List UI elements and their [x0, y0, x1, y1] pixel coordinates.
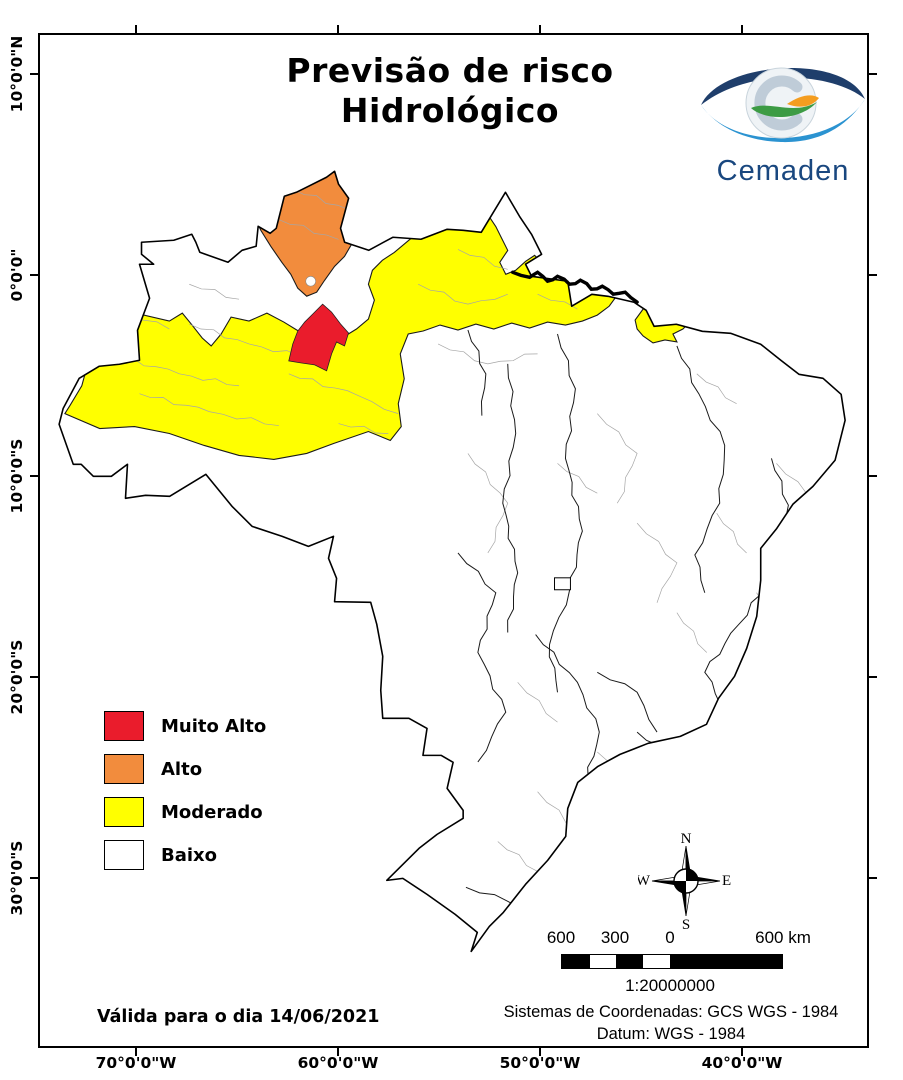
graticule-tick — [741, 25, 743, 33]
graticule-tick — [869, 475, 877, 477]
risk-legend: Muito Alto Alto Moderado Baixo — [104, 711, 266, 883]
scale-segment — [643, 955, 670, 968]
graticule-tick — [30, 73, 38, 75]
compass-rose-icon: N S W E — [638, 831, 731, 931]
moderado-swatch — [104, 797, 144, 827]
graticule-tick — [869, 877, 877, 879]
legend-row-baixo: Baixo — [104, 840, 266, 870]
title-line1: Previsão de risco — [286, 51, 614, 90]
graticule-tick — [539, 1048, 541, 1056]
cemaden-logo: Cemaden — [690, 53, 876, 193]
scale-ratio: 1:20000000 — [625, 976, 715, 995]
alto-swatch — [104, 754, 144, 784]
cemaden-logo-text: Cemaden — [716, 155, 850, 187]
graticule-tick — [869, 274, 877, 276]
longitude-label: 60°0'0"W — [297, 1054, 379, 1072]
title-line2: Hidrológico — [340, 90, 560, 130]
scale-tick-label: 600 — [546, 928, 576, 947]
graticule-tick — [30, 676, 38, 678]
legend-row-moderado: Moderado — [104, 797, 266, 827]
graticule-tick — [30, 877, 38, 879]
map-frame: Previsão de risco Hidrológico Cemaden Mu… — [38, 33, 869, 1048]
compass-w-label: W — [638, 873, 651, 889]
cemaden-eye-icon — [701, 67, 865, 143]
page-title: Previsão de risco Hidrológico — [190, 51, 710, 130]
legend-row-alto: Alto — [104, 754, 266, 784]
scale-bar: 600 300 0 600 km 1:20000000 — [546, 928, 869, 998]
scale-segment — [562, 955, 590, 968]
graticule-tick — [135, 1048, 137, 1056]
baixo-swatch — [104, 840, 144, 870]
coordsys-line2: Datum: WGS - 1984 — [596, 1024, 746, 1043]
compass-n-label: N — [681, 831, 692, 847]
graticule-tick — [30, 274, 38, 276]
latitude-label: 30°0'0"S — [8, 840, 26, 916]
scale-segment — [616, 955, 643, 968]
muito-alto-label: Muito Alto — [161, 715, 267, 737]
graticule-tick — [135, 25, 137, 33]
baixo-label: Baixo — [161, 844, 218, 866]
graticule-tick — [539, 25, 541, 33]
scale-bar-segments — [561, 954, 783, 969]
scale-segment — [590, 955, 616, 968]
brazil-risk-map — [58, 170, 846, 953]
alto-label: Alto — [161, 758, 203, 780]
graticule-tick — [337, 1048, 339, 1056]
latitude-label: 0°0'0" — [8, 248, 26, 302]
compass-e-label: E — [722, 873, 731, 889]
latitude-label: 10°0'0"S — [8, 438, 26, 514]
longitude-label: 70°0'0"W — [95, 1054, 177, 1072]
validity-date: Válida para o dia 14/06/2021 — [97, 1007, 380, 1027]
moderado-label: Moderado — [161, 801, 263, 823]
compass-s-label: S — [682, 917, 690, 931]
coordsys-line1: Sistemas de Coordenadas: GCS WGS - 1984 — [503, 1003, 839, 1021]
graticule-tick — [869, 676, 877, 678]
muito-alto-swatch — [104, 711, 144, 741]
graticule-tick — [869, 73, 877, 75]
latitude-label: 20°0'0"S — [8, 639, 26, 715]
graticule-tick — [30, 475, 38, 477]
legend-row-muito-alto: Muito Alto — [104, 711, 266, 741]
scale-tick-label: 600 km — [755, 928, 811, 947]
graticule-tick — [741, 1048, 743, 1056]
scale-tick-label: 0 — [665, 928, 675, 947]
coordinate-system-note: Sistemas de Coordenadas: GCS WGS - 1984 … — [440, 1002, 902, 1046]
latitude-label: 10°0'0"N — [8, 35, 26, 113]
scale-tick-label: 300 — [600, 928, 630, 947]
longitude-label: 50°0'0"W — [499, 1054, 581, 1072]
scale-segment — [670, 955, 782, 968]
longitude-label: 40°0'0"W — [701, 1054, 783, 1072]
graticule-tick — [337, 25, 339, 33]
